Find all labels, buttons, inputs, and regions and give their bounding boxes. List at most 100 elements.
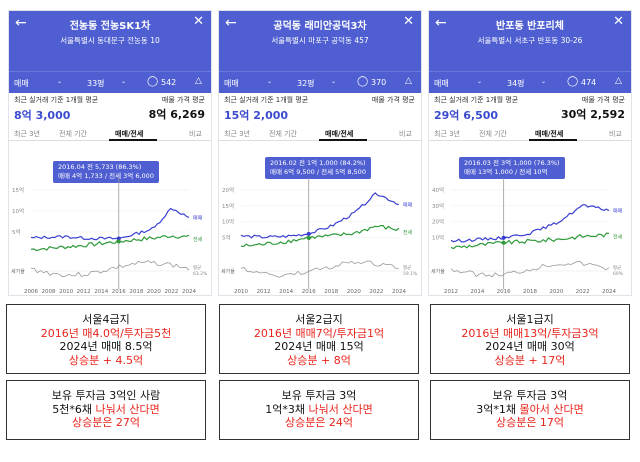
close-icon[interactable]: ✕ [403, 14, 414, 29]
tab-compare[interactable]: 비교 [189, 130, 202, 138]
tab-trade-jeonse[interactable]: 매매/전세 [115, 130, 144, 138]
chevron-down-icon[interactable]: ⌄ [121, 78, 127, 85]
tab-all-period[interactable]: 전체 기간 [479, 130, 507, 138]
x-tick-label: 2010 [234, 289, 248, 295]
x-tick-label: 2024 [602, 289, 616, 295]
gain-info: 상승분 + 17억 [494, 353, 566, 367]
tab-trade-jeonse[interactable]: 매매/전세 [535, 130, 564, 138]
apartment-panel-1: ← 전농동 전농SK1차 ✕ 서울특별시 동대문구 전농동 10 매매 ⌄ 33… [8, 10, 212, 296]
tooltip-line-1: 2016.02 전 1억 1,000 (84.2%) [270, 159, 366, 167]
point-trade-2016 [501, 235, 506, 240]
recent-caption: 최근 실거래 기준 1개월 평균 [224, 96, 309, 104]
series-line-jeonse [450, 232, 610, 250]
x-tick-label: 2012 [444, 289, 458, 295]
tab-all-period[interactable]: 전체 기간 [59, 130, 87, 138]
point-jeonse-2016 [306, 235, 311, 240]
chevron-down-icon[interactable]: ⌄ [267, 78, 273, 85]
listing-caption: 매물 가격 평균 [161, 96, 205, 104]
legend-trade: 매매 [613, 207, 623, 214]
point-trade-2016 [116, 236, 121, 241]
current-price-info: 2024년 매매 15억 [274, 340, 364, 353]
chevron-down-icon[interactable]: ⌄ [541, 78, 547, 85]
chevron-down-icon[interactable]: ⌄ [477, 78, 483, 85]
tier-label: 서울1급지 [506, 313, 554, 326]
tab-recent-3y[interactable]: 최근 3년 [434, 130, 460, 138]
total-gain: 상승분은 27억 [71, 416, 141, 429]
series-line-ratio [450, 261, 610, 278]
ratio-label: 세가율 [431, 268, 445, 275]
area-select[interactable]: 34평 [507, 79, 525, 88]
chart-tooltip: 2016.03 전 3억 1,000 (76.3%) 매매 13억 1,000 … [459, 157, 565, 179]
recent-caption: 최근 실거래 기준 1개월 평균 [434, 96, 519, 104]
current-price-info: 2024년 매매 8.5억 [59, 340, 153, 353]
chat-bubble-icon[interactable]: ◯ [147, 76, 159, 87]
apartment-title: 공덕동 래미안공덕3차 [273, 21, 367, 32]
bell-icon[interactable]: △ [405, 76, 412, 86]
series-line-jeonse [240, 225, 400, 248]
point-jeonse-2016 [116, 239, 121, 244]
x-tick-label: 2018 [324, 289, 338, 295]
note-box-1: 보유 투자금 3억인 사람 5천*6채 나눠서 산다면 상승분은 27억 [6, 380, 206, 440]
y-tick-label: 5억 [222, 233, 231, 241]
area-select[interactable]: 33평 [87, 79, 105, 88]
panel-header: ← 반포동 반포리체 ✕ 서울특별시 서초구 반포동 30-26 [429, 11, 631, 71]
back-arrow-icon[interactable]: ← [225, 15, 237, 31]
recent-price: 29억 6,500 [434, 109, 499, 122]
tab-recent-3y[interactable]: 최근 3년 [14, 130, 40, 138]
period-tabs: 최근 3년 전체 기간 매매/전세 비교 [219, 125, 421, 141]
filter-bar: 매매 ⌄ 33평 ⌄ ◯ 542 △ [9, 71, 211, 93]
area-select[interactable]: 32평 [297, 79, 315, 88]
trade-type-select[interactable]: 매매 [14, 79, 29, 88]
back-arrow-icon[interactable]: ← [435, 15, 447, 31]
series-line-ratio [30, 260, 190, 278]
total-gain: 상승분은 24억 [284, 416, 354, 429]
tab-compare[interactable]: 비교 [609, 130, 622, 138]
chart-tooltip: 2016.02 전 1억 1,000 (84.2%) 매매 6억 9,500 /… [265, 157, 371, 179]
tooltip-line-2: 매매 13억 1,000 / 전세 10억 [464, 168, 548, 176]
bell-icon[interactable]: △ [195, 76, 202, 86]
chevron-down-icon[interactable]: ⌄ [57, 78, 63, 85]
close-icon[interactable]: ✕ [613, 14, 624, 29]
capital-label: 보유 투자금 3억 [492, 389, 568, 402]
x-tick-label: 2018 [523, 289, 537, 295]
x-tick-label: 2024 [182, 289, 196, 295]
period-tabs: 최근 3년 전체 기간 매매/전세 비교 [429, 125, 631, 141]
tab-compare[interactable]: 비교 [399, 130, 412, 138]
active-tab-underline [319, 139, 367, 141]
x-tick-label: 2020 [347, 289, 361, 295]
avg-label: 평균 [193, 264, 201, 271]
x-tick-label: 2020 [147, 289, 161, 295]
chat-bubble-icon[interactable]: ◯ [567, 76, 579, 87]
tab-recent-3y[interactable]: 최근 3년 [224, 130, 250, 138]
chat-bubble-icon[interactable]: ◯ [357, 76, 369, 87]
point-trade-2016 [306, 231, 311, 236]
series-line-ratio [240, 260, 400, 278]
x-tick-label: 2020 [549, 289, 563, 295]
legend-jeonse: 전세 [403, 229, 413, 236]
tab-trade-jeonse[interactable]: 매매/전세 [325, 130, 354, 138]
trade-type-select[interactable]: 매매 [224, 79, 239, 88]
x-tick-label: 2014 [470, 289, 484, 295]
y-tick-label: 10억 [12, 207, 24, 215]
x-tick-label: 2024 [392, 289, 406, 295]
apartment-address: 서울특별시 동대문구 전농동 10 [60, 36, 160, 45]
series-line-trade [240, 192, 400, 239]
bell-icon[interactable]: △ [615, 76, 622, 86]
back-arrow-icon[interactable]: ← [15, 15, 27, 31]
split-method: 나눠서 산다면 [308, 402, 373, 416]
legend-trade: 매매 [193, 215, 203, 222]
tab-all-period[interactable]: 전체 기간 [269, 130, 297, 138]
chevron-down-icon[interactable]: ⌄ [331, 78, 337, 85]
x-tick-label: 2014 [94, 289, 108, 295]
price-summary: 최근 실거래 기준 1개월 평균 15억 2,000 매물 가격 평균 [219, 93, 421, 125]
split-method: 나눠서 산다면 [95, 402, 160, 416]
series-line-jeonse [30, 234, 190, 252]
trade-type-select[interactable]: 매매 [434, 79, 449, 88]
close-icon[interactable]: ✕ [193, 14, 204, 29]
listing-caption: 매물 가격 평균 [371, 96, 415, 104]
x-tick-label: 2010 [59, 289, 73, 295]
total-gain: 상승분은 17억 [495, 416, 565, 429]
panel-header: ← 전농동 전농SK1차 ✕ 서울특별시 동대문구 전농동 10 [9, 11, 211, 71]
y-tick-label: 40억 [432, 186, 444, 194]
